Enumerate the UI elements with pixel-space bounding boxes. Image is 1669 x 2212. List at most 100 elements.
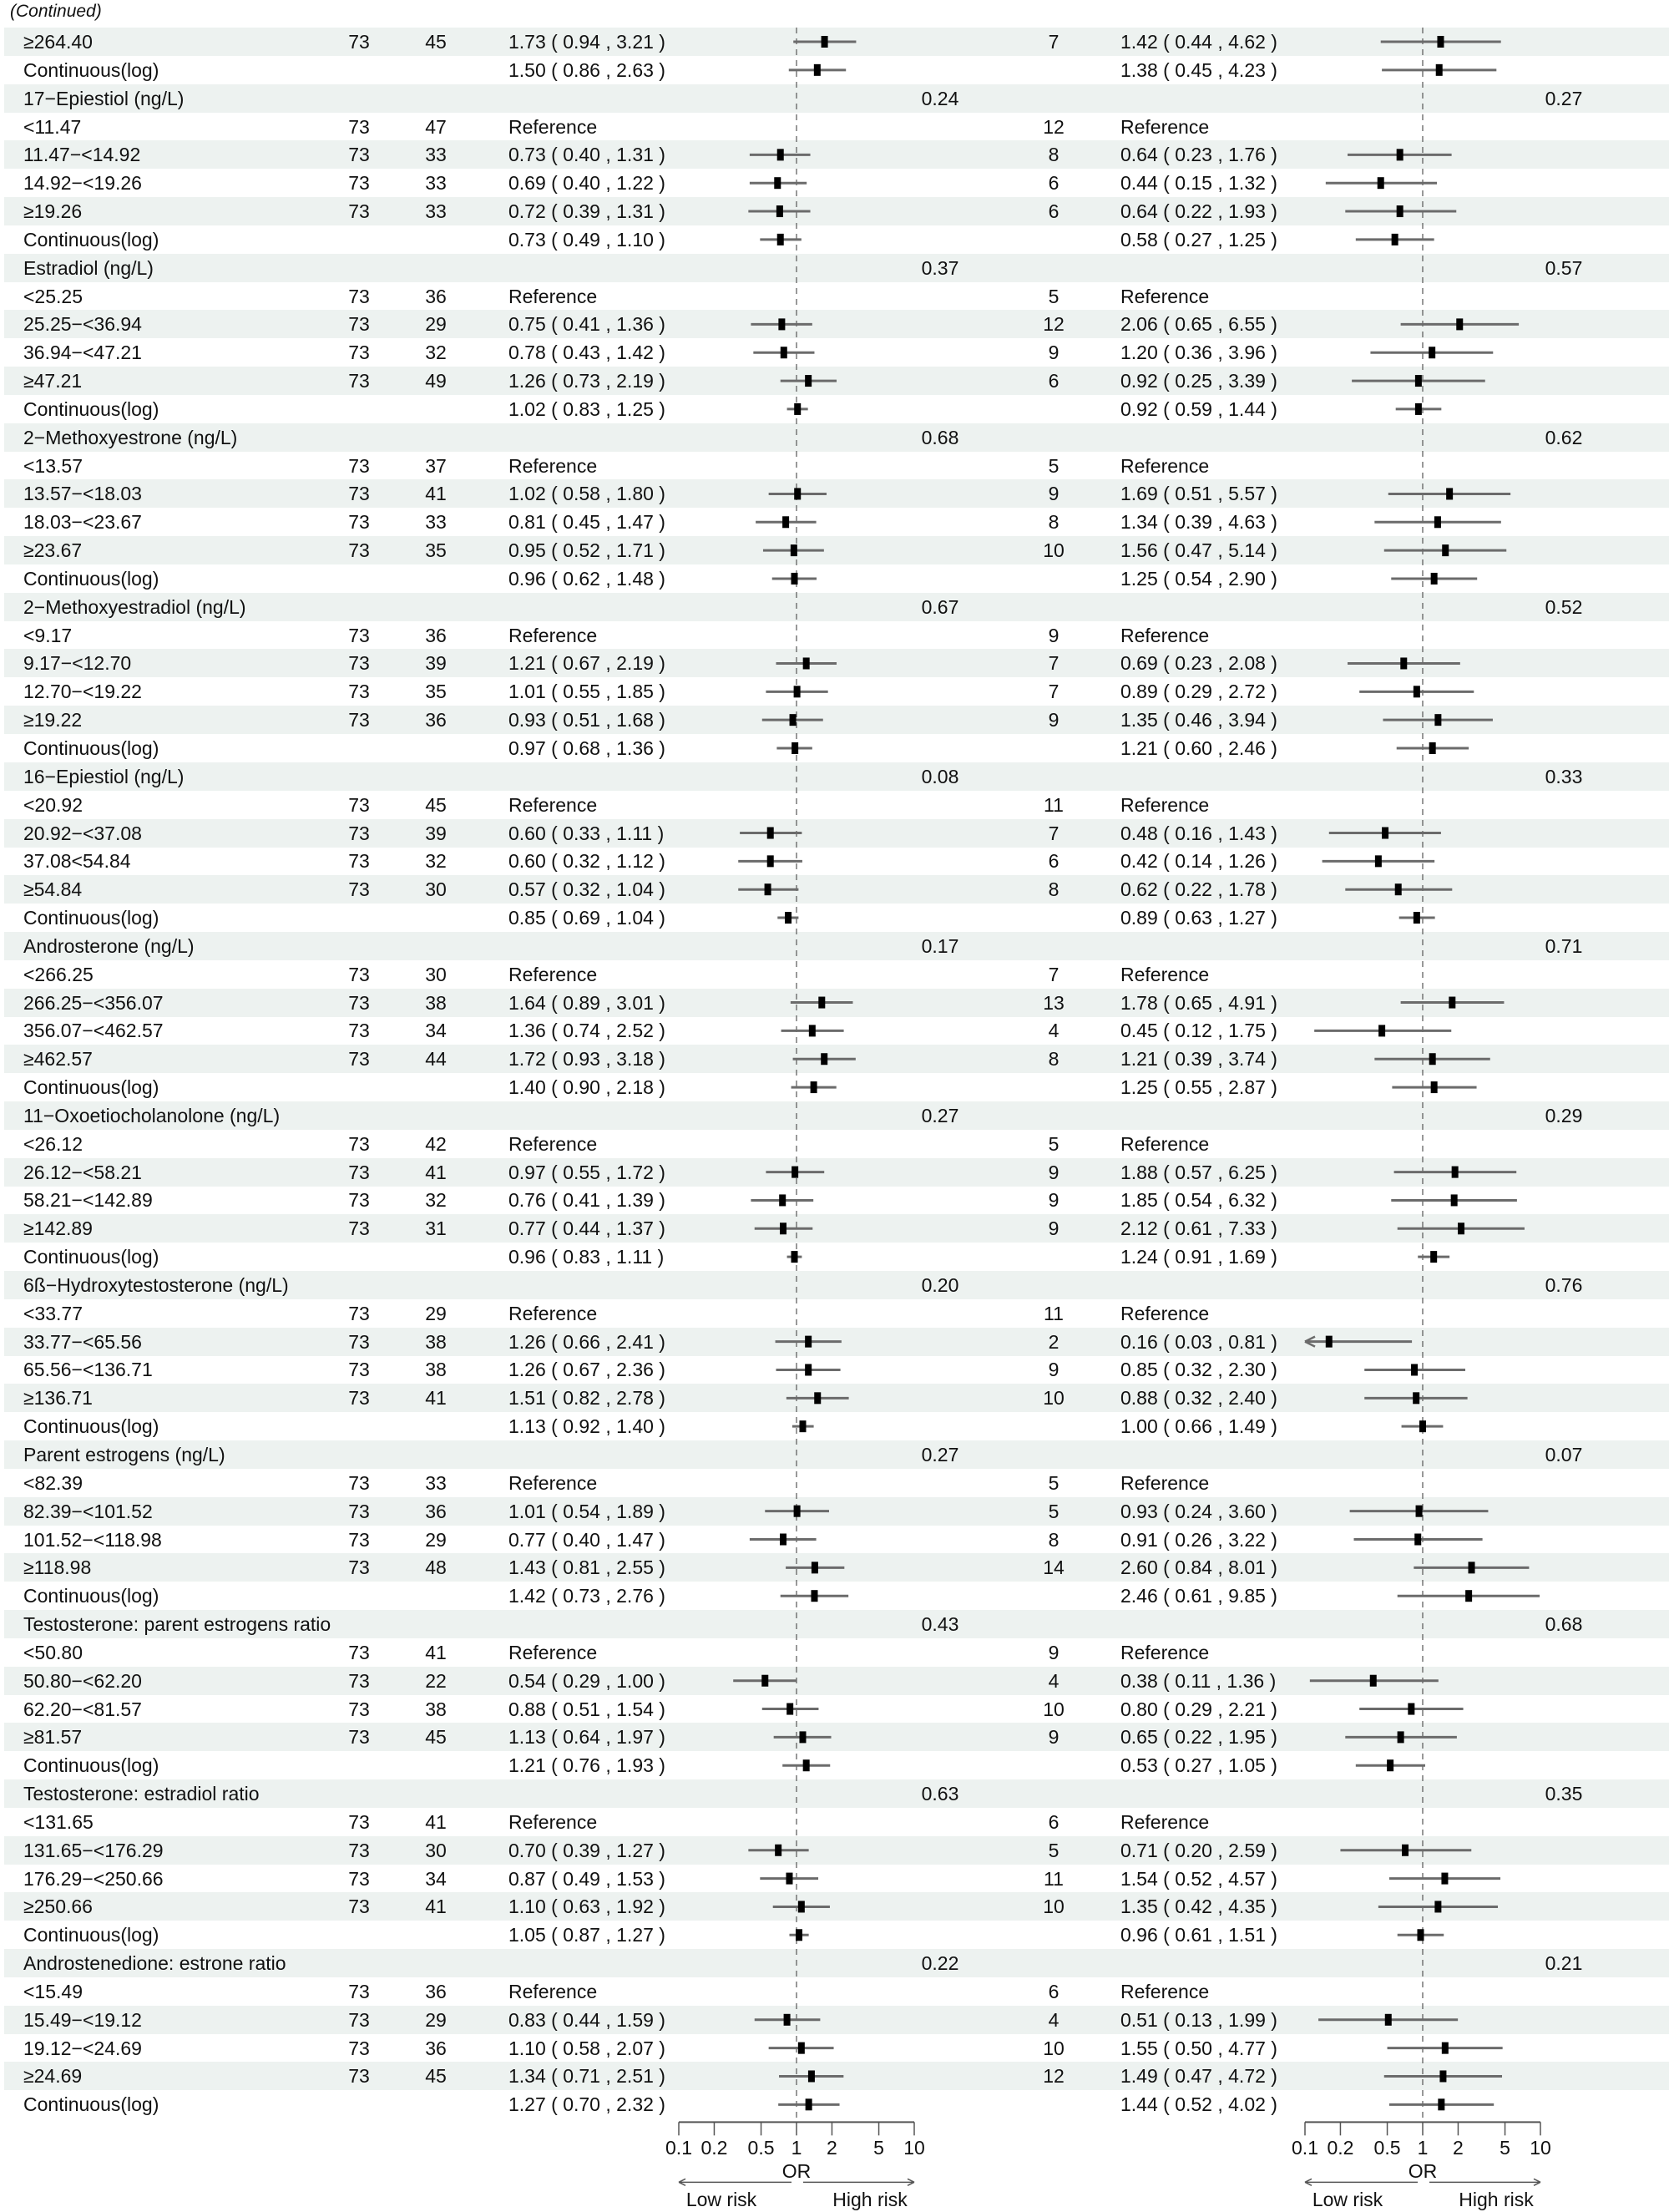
point-estimate [1415,1505,1423,1517]
point-estimate [1417,1929,1424,1941]
p-value: 0.08 [921,765,959,787]
row-label: <82.39 [23,1471,83,1494]
cases-value-2: 5 [1048,454,1060,477]
row-label: ≥81.57 [23,1726,83,1749]
n-value: 73 [348,200,370,223]
row-label: 65.56−<136.71 [23,1359,153,1381]
cases-value-2: 12 [1043,115,1065,138]
point-estimate [1413,1392,1420,1405]
or-ci-text-2: 1.21 ( 0.39 , 3.74 ) [1120,1048,1277,1071]
p-value: 0.43 [921,1613,959,1636]
cases-value: 36 [425,285,447,307]
n-value: 73 [348,681,370,703]
row-label: 26.12−<58.21 [23,1161,142,1183]
row-label: <266.25 [23,963,94,985]
point-estimate [818,996,826,1009]
row-label: Testosterone: estradiol ratio [23,1783,260,1805]
cases-value: 41 [425,1161,447,1183]
row-label: <131.65 [23,1810,94,1833]
p-value-2: 0.76 [1545,1273,1583,1296]
row-label: ≥24.69 [23,2065,83,2088]
row-label: Continuous(log) [23,737,159,759]
n-value: 73 [348,1387,370,1410]
or-ci-text-2: 1.35 ( 0.42 , 4.35 ) [1120,1896,1277,1918]
cases-value: 36 [425,1980,447,2002]
point-estimate [793,686,801,698]
or-ci-text: Reference [508,1132,598,1155]
row-label: 62.20−<81.57 [23,1698,142,1720]
cases-value-2: 7 [1048,681,1060,703]
or-ci-text-2: 0.69 ( 0.23 , 2.08 ) [1120,652,1277,675]
row-label: 9.17−<12.70 [23,652,132,675]
x-tick-label: 5 [1500,2137,1510,2159]
x-tick-label: 5 [873,2137,884,2159]
or-ci-text: Reference [508,1302,598,1324]
n-value: 73 [348,991,370,1014]
cases-value: 30 [425,963,447,985]
cases-value: 35 [425,539,447,562]
high-risk-label: High risk [832,2189,908,2211]
cases-value-2: 6 [1048,172,1060,195]
or-ci-text: 1.21 ( 0.67 , 2.19 ) [508,652,665,675]
point-estimate [1414,375,1422,387]
x-tick-label: 0.1 [665,2137,692,2159]
point-estimate [774,177,781,190]
point-estimate [1387,1759,1394,1772]
row-label: Continuous(log) [23,1246,159,1268]
point-estimate [1434,714,1442,726]
n-value: 73 [348,963,370,985]
or-ci-text: Reference [508,1810,598,1833]
row-stripe [4,1157,1669,1187]
cases-value: 36 [425,709,447,731]
or-ci-text-2: 0.71 ( 0.20 , 2.59 ) [1120,1839,1277,1861]
n-value: 73 [348,1217,370,1240]
point-estimate [799,1731,807,1744]
cases-value-2: 4 [1048,1020,1060,1042]
row-label: ≥142.89 [23,1217,93,1240]
or-ci-text: Reference [508,1641,598,1663]
cases-value-2: 5 [1048,1132,1060,1155]
cases-value-2: 7 [1048,822,1060,844]
row-label: 2−Methoxyestrone (ng/L) [23,426,238,448]
or-ci-text-2: 1.00 ( 0.66 , 1.49 ) [1120,1415,1277,1438]
row-label: Estradiol (ng/L) [23,256,154,279]
point-estimate [779,1222,786,1235]
or-ci-text-2: Reference [1120,1980,1210,2002]
n-value: 73 [348,1867,370,1890]
row-label: 58.21−<142.89 [23,1189,153,1212]
row-stripe [4,1949,1669,1978]
cases-value: 29 [425,1302,447,1324]
p-value-2: 0.27 [1545,87,1583,109]
or-ci-text-2: 0.91 ( 0.26 , 3.22 ) [1120,1528,1277,1551]
row-stripe [4,1779,1669,1809]
row-label: Continuous(log) [23,58,159,81]
point-estimate [1414,402,1422,415]
point-estimate [1419,1420,1426,1433]
cases-value: 45 [425,31,447,53]
or-ci-text-2: 0.53 ( 0.27 , 1.05 ) [1120,1754,1277,1777]
row-label: 19.12−<24.69 [23,2037,142,2059]
cases-value: 29 [425,313,447,336]
point-estimate [821,1053,828,1066]
row-label: <33.77 [23,1302,83,1324]
or-ci-text: Reference [508,115,598,138]
point-estimate [1438,2098,1445,2111]
or-ci-text-2: 0.92 ( 0.59 , 1.44 ) [1120,397,1277,420]
or-ci-text-2: Reference [1120,624,1210,646]
high-risk-arrow-icon [803,2178,915,2186]
cases-value-2: 8 [1048,144,1060,166]
point-estimate [799,1420,807,1433]
cases-value: 41 [425,1641,447,1663]
cases-value: 42 [425,1132,447,1155]
or-ci-text-2: 1.54 ( 0.52 , 4.57 ) [1120,1867,1277,1890]
cases-value-2: 10 [1043,1896,1065,1918]
or-ci-text: 0.93 ( 0.51 , 1.68 ) [508,709,665,731]
or-ci-text: 0.73 ( 0.49 , 1.10 ) [508,228,665,251]
n-value: 73 [348,1302,370,1324]
row-label: 12.70−<19.22 [23,681,142,703]
point-estimate [1429,347,1436,359]
n-value: 73 [348,483,370,505]
low-risk-label: Low risk [685,2189,757,2211]
cases-value-2: 2 [1048,1330,1060,1353]
or-ci-text-2: 1.25 ( 0.54 , 2.90 ) [1120,567,1277,590]
